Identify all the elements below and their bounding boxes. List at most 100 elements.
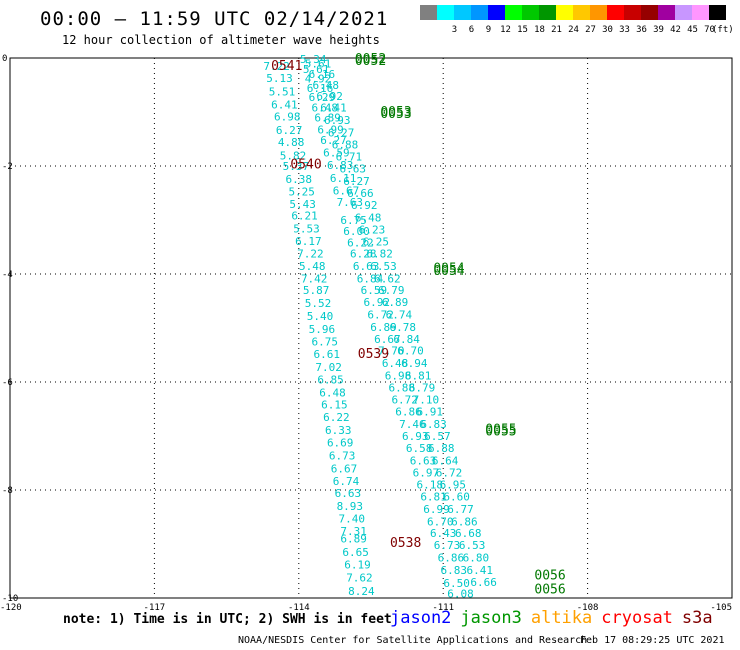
scale-swatch	[420, 5, 437, 20]
wave-height-point: 6.41	[271, 98, 298, 111]
wave-height-point: 6.99	[423, 503, 450, 516]
wave-height-point: 6.41	[467, 564, 494, 577]
wave-height-point: 6.67	[374, 333, 401, 346]
x-tick-label: -120	[0, 603, 22, 613]
wave-height-point: 6.62	[374, 272, 401, 285]
wave-height-point: 6.27	[276, 124, 303, 137]
wave-height-point: 6.93	[402, 430, 429, 443]
wave-height-point: 6.98	[274, 110, 301, 123]
scale-label: 21	[551, 25, 562, 35]
scale-swatch	[675, 5, 692, 20]
wave-height-point: 7.10	[413, 393, 440, 406]
wave-height-point: 6.92	[351, 199, 378, 212]
scale-swatch	[709, 5, 726, 20]
pass-time-label: 0053	[380, 105, 411, 120]
wave-height-point: 5.82	[280, 150, 307, 163]
scale-swatch	[641, 5, 658, 20]
wave-height-point: 6.64	[432, 454, 459, 467]
y-tick-label: 0	[2, 54, 7, 64]
scale-label: 30	[602, 25, 613, 35]
wave-height-point: 7.42	[301, 272, 328, 285]
wave-height-point: 5.61	[303, 63, 330, 76]
wave-height-point: 6.84	[357, 272, 384, 285]
wave-height-point: 6.67	[333, 184, 360, 197]
wave-height-point: 6.92	[316, 90, 343, 103]
pass-time-label: 0052	[355, 54, 386, 69]
wave-height-point: 6.86	[395, 406, 422, 419]
wave-height-point: 6.75	[312, 336, 339, 349]
wave-height-point: 5.52	[305, 297, 332, 310]
wave-height-point: 6.70	[427, 515, 454, 528]
scale-swatch	[505, 5, 522, 20]
scale-unit: (ft)	[712, 25, 734, 35]
pass-time-label: 0056	[534, 568, 565, 583]
wave-height-point: 6.61	[313, 348, 340, 361]
wave-height-point: 6.53	[459, 539, 486, 552]
wave-height-point: 5.61	[305, 57, 332, 70]
wave-height-point: 6.59	[323, 147, 350, 160]
wave-height-point: 7.02	[315, 361, 342, 374]
wave-height-point: 6.88	[332, 138, 359, 151]
wave-height-point: 6.89	[382, 296, 409, 309]
wave-height-point: 6.99	[317, 123, 344, 136]
wave-height-point: 6.83	[420, 418, 447, 431]
wave-height-point: 6.48	[382, 357, 409, 370]
pass-time-label: 0053	[380, 107, 411, 122]
scale-label: 18	[534, 25, 545, 35]
mission-legend-item: s3a	[681, 608, 713, 628]
wave-height-point: 7.63	[337, 196, 364, 209]
wave-height-point: 6.38	[286, 173, 313, 186]
wave-height-point: 7.70	[378, 345, 405, 358]
y-tick-label: -2	[2, 162, 13, 172]
wave-height-point: 6.25	[363, 236, 390, 249]
wave-height-point: 7.40	[338, 513, 365, 526]
wave-height-point: 5.48	[299, 260, 326, 273]
scale-swatch	[556, 5, 573, 20]
wave-height-point: 6.69	[327, 436, 354, 449]
pass-time-label: 0539	[358, 347, 389, 362]
mission-legend: jason2 jason3 altika cryosat s3a	[390, 608, 722, 628]
wave-height-point: 6.22	[323, 411, 350, 424]
mission-legend-item: altika	[530, 608, 593, 628]
mission-legend-item: jason3	[460, 608, 522, 628]
scale-label: 39	[653, 25, 664, 35]
wave-height-point: 6.22	[347, 237, 374, 250]
pass-time-label: 0055	[485, 425, 516, 440]
scale-label: 33	[619, 25, 630, 35]
x-tick-label: -114	[288, 603, 310, 613]
wave-height-point: 6.28	[350, 247, 377, 260]
footer-note: note: 1) Time is in UTC; 2) SWH is in fe…	[63, 612, 392, 627]
wave-height-point: 7.31	[340, 525, 367, 538]
wave-height-point: 6.63	[353, 260, 380, 273]
scale-label: 12	[500, 25, 511, 35]
chart-subtitle: 12 hour collection of altimeter wave hei…	[62, 33, 380, 47]
wave-height-point: 6.73	[329, 449, 356, 462]
wave-height-point: 6.67	[331, 462, 358, 475]
wave-height-point: 6.33	[325, 424, 352, 437]
wave-height-point: 6.16	[307, 82, 334, 95]
wave-height-point: 6.91	[416, 406, 443, 419]
pass-time-label: 0054	[433, 264, 464, 279]
wave-height-point: 6.48	[313, 79, 340, 92]
wave-height-point: 6.11	[330, 172, 357, 185]
wave-height-point: 6.66	[347, 187, 374, 200]
wave-height-point: 6.79	[409, 381, 436, 394]
y-tick-label: -10	[2, 594, 18, 604]
wave-height-point: 5.53	[293, 223, 320, 236]
wave-height-point: 6.85	[317, 373, 344, 386]
wave-height-point: 6.89	[314, 111, 341, 124]
scale-swatch	[539, 5, 556, 20]
wave-height-point: 6.80	[463, 552, 490, 565]
y-tick-label: -6	[2, 378, 13, 388]
wave-height-point: 6.97	[413, 467, 440, 480]
wave-height-point: 6.27	[343, 175, 370, 188]
scale-label: 45	[687, 25, 698, 35]
wave-height-point: 6.63	[410, 454, 437, 467]
y-tick-label: -4	[2, 270, 13, 280]
wave-height-point: 6.71	[336, 150, 363, 163]
wave-height-point: 6.73	[434, 539, 461, 552]
wave-height-point: 6.70	[397, 345, 424, 358]
wave-height-point: 6.93	[324, 114, 351, 127]
wave-height-point: 6.16	[309, 68, 336, 81]
